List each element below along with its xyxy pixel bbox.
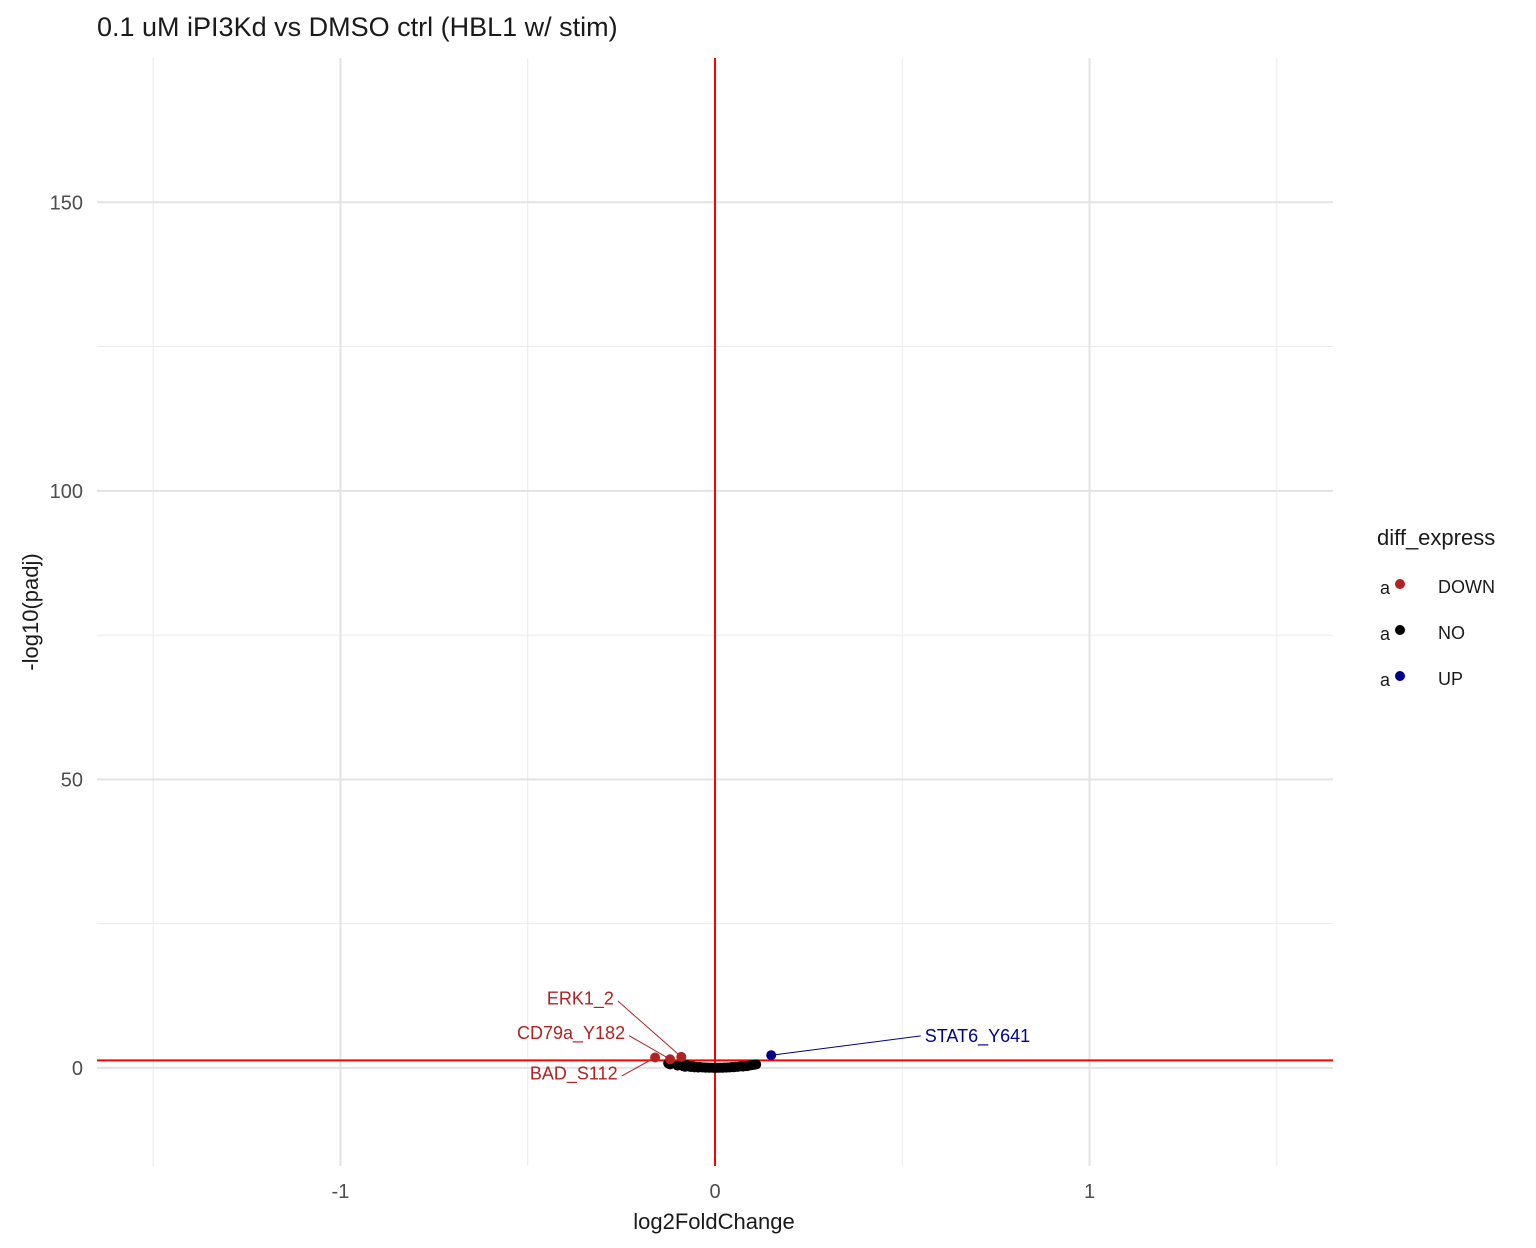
data-point-no bbox=[751, 1059, 762, 1070]
x-tick-label: 1 bbox=[1084, 1181, 1095, 1203]
x-axis-ticks: -1 0 1 bbox=[332, 1181, 1096, 1203]
annotation-label: BAD_S112 bbox=[530, 1063, 618, 1084]
chart-title: 0.1 uM iPI3Kd vs DMSO ctrl (HBL1 w/ stim… bbox=[97, 12, 618, 42]
x-axis-title: log2FoldChange bbox=[633, 1209, 794, 1234]
y-tick-label: 50 bbox=[61, 769, 83, 791]
x-tick-label: -1 bbox=[332, 1181, 350, 1203]
legend: diff_express a DOWN a NO a UP bbox=[1377, 525, 1495, 690]
y-tick-label: 0 bbox=[72, 1058, 83, 1080]
legend-key-glyph: a bbox=[1380, 670, 1391, 690]
annotation-leader bbox=[628, 1035, 671, 1060]
data-points bbox=[650, 1050, 777, 1073]
y-tick-label: 150 bbox=[50, 192, 83, 214]
annotation-label: ERK1_2 bbox=[547, 988, 614, 1009]
legend-title: diff_express bbox=[1377, 525, 1495, 550]
legend-key-glyph: a bbox=[1380, 578, 1391, 598]
legend-label: UP bbox=[1438, 669, 1463, 689]
x-tick-label: 0 bbox=[709, 1181, 720, 1203]
y-axis-title: -log10(padj) bbox=[18, 553, 43, 670]
legend-key-point bbox=[1395, 579, 1405, 589]
legend-label: DOWN bbox=[1438, 577, 1495, 597]
annotation-leader bbox=[617, 1000, 682, 1058]
point-annotations: ERK1_2 CD79a_Y182 BAD_S112 STAT6_Y641 bbox=[517, 988, 1030, 1084]
y-axis-ticks: 0 50 100 150 bbox=[50, 192, 83, 1080]
reference-lines bbox=[97, 58, 1333, 1166]
legend-label: NO bbox=[1438, 623, 1465, 643]
annotation-label: CD79a_Y182 bbox=[517, 1023, 625, 1044]
annotation-leader bbox=[771, 1035, 921, 1056]
annotation-leader bbox=[621, 1057, 656, 1077]
legend-key-glyph: a bbox=[1380, 624, 1391, 644]
legend-key-point bbox=[1395, 625, 1405, 635]
annotation-label: STAT6_Y641 bbox=[925, 1026, 1030, 1047]
y-tick-label: 100 bbox=[50, 481, 83, 503]
legend-key-point bbox=[1395, 671, 1405, 681]
